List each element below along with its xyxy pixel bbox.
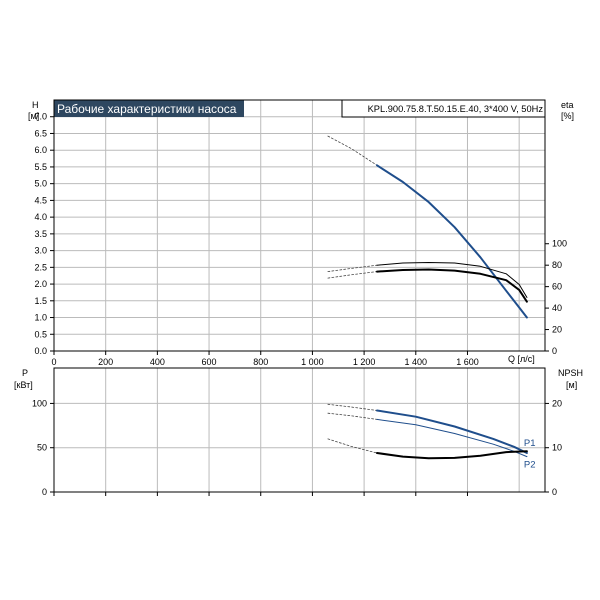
y-right-label-upper-1: eta xyxy=(561,100,574,110)
y-left-tick-label: 3.5 xyxy=(34,229,47,239)
p2-curve-extension xyxy=(327,412,378,420)
lower-plot: P1 P2 P [кВт] NPSH [м] 0 50 100 0 10 20 xyxy=(14,367,583,497)
y-right-tick-label: 40 xyxy=(552,303,562,313)
curve-extension xyxy=(327,135,378,166)
y-right-tick-label: 80 xyxy=(552,260,562,270)
lower-grid xyxy=(54,368,545,492)
y-left-label-upper-2: [м] xyxy=(28,111,39,121)
curve xyxy=(376,268,528,303)
y-left-tick-label: 50 xyxy=(37,443,47,453)
x-tick-label: 800 xyxy=(253,357,268,367)
y-left-tick-label: 4.0 xyxy=(34,212,47,222)
y-left-tick-label: 5.0 xyxy=(34,179,47,189)
y-left-label-lower-2: [кВт] xyxy=(14,380,33,390)
y-right-tick-label: 60 xyxy=(552,282,562,292)
y-left-label-upper-1: H xyxy=(32,100,39,110)
y-left-tick-label: 7.0 xyxy=(34,112,47,122)
curve xyxy=(376,450,528,460)
y-left-tick-label: 0 xyxy=(42,487,47,497)
y-left-tick-label: 6.0 xyxy=(34,145,47,155)
x-tick-label: 1 000 xyxy=(301,357,324,367)
y-left-tick-label: 1.0 xyxy=(34,313,47,323)
y-right-tick-label: 0 xyxy=(552,346,557,356)
y-right-label-upper-2: [%] xyxy=(561,111,574,121)
y-left-tick-label: 0.0 xyxy=(34,346,47,356)
y-left-label-lower-1: P xyxy=(22,368,28,378)
y-right-label-lower-1: NPSH xyxy=(558,368,583,378)
curve xyxy=(376,164,528,319)
lower-tick-labels: 0 50 100 0 10 20 xyxy=(32,398,562,497)
curve-extension xyxy=(327,271,378,279)
upper-plot-frame xyxy=(53,99,546,352)
y-right-tick-label: 20 xyxy=(552,325,562,335)
curve xyxy=(376,262,528,298)
x-axis-label: Q [л/с] xyxy=(508,354,535,364)
x-tick-label: 0 xyxy=(51,357,56,367)
y-right-tick-label: 20 xyxy=(552,398,562,408)
title-box xyxy=(54,100,244,117)
y-left-tick-label: 3.0 xyxy=(34,246,47,256)
y-right-label-lower-2: [м] xyxy=(566,380,577,390)
y-right-tick-label: 100 xyxy=(552,239,567,249)
p1-curve xyxy=(376,409,528,454)
curve-extension xyxy=(327,438,378,454)
y-left-tick-label: 1.5 xyxy=(34,296,47,306)
x-tick-label: 600 xyxy=(202,357,217,367)
y-left-tick-label: 100 xyxy=(32,398,47,408)
y-left-tick-label: 2.5 xyxy=(34,262,47,272)
y-left-tick-label: 6.5 xyxy=(34,128,47,138)
series-label-p1: P1 xyxy=(524,438,536,449)
upper-grid xyxy=(54,100,545,351)
upper-plot: Рабочие характеристики насоса KPL.900.75… xyxy=(28,99,574,367)
y-left-tick-label: 4.5 xyxy=(34,195,47,205)
x-tick-label: 200 xyxy=(98,357,113,367)
y-right-tick-label: 10 xyxy=(552,443,562,453)
x-tick-label: 1 400 xyxy=(405,357,428,367)
y-left-tick-label: 2.0 xyxy=(34,279,47,289)
upper-series xyxy=(327,135,528,319)
y-left-tick-label: 5.5 xyxy=(34,162,47,172)
x-tick-label: 1 200 xyxy=(353,357,376,367)
lower-plot-frame xyxy=(53,367,546,493)
p1-curve-extension xyxy=(327,403,378,411)
x-tick-label: 400 xyxy=(150,357,165,367)
chart-title: Рабочие характеристики насоса xyxy=(57,102,237,116)
curve-extension xyxy=(327,264,378,272)
upper-tick-labels: 0 200 400 600 800 1 000 1 200 1 400 1 6000.00.51… xyxy=(34,112,567,367)
x-tick-label: 1 600 xyxy=(456,357,479,367)
model-label: KPL.900.75.8.T.50.15.E.40, 3*400 V, 50Hz xyxy=(368,104,544,114)
y-right-tick-label: 0 xyxy=(552,487,557,497)
lower-series: P1 P2 xyxy=(327,403,536,471)
y-left-tick-label: 0.5 xyxy=(34,329,47,339)
series-label-p2: P2 xyxy=(524,460,536,471)
